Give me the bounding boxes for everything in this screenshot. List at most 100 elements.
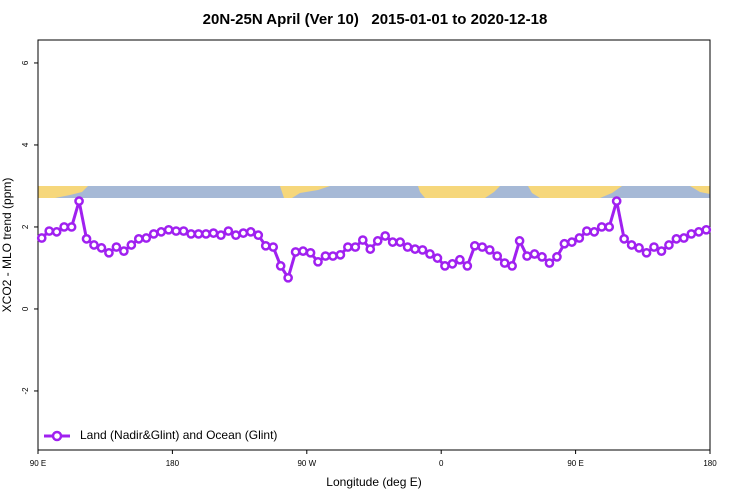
point <box>148 229 159 239</box>
point <box>66 222 77 232</box>
point <box>231 230 241 241</box>
point <box>81 234 92 244</box>
point <box>596 222 607 232</box>
plot-frame <box>37 39 711 451</box>
point <box>163 224 174 235</box>
point <box>59 222 69 232</box>
point <box>484 245 495 255</box>
point <box>686 229 697 239</box>
point <box>462 261 473 271</box>
point <box>186 229 196 239</box>
point <box>626 240 637 250</box>
point <box>432 253 443 263</box>
point <box>425 249 435 259</box>
point <box>119 246 129 256</box>
y-tick-label: 0 <box>21 306 30 311</box>
point <box>402 242 413 252</box>
point <box>320 251 331 261</box>
point <box>574 233 585 243</box>
point <box>335 249 346 260</box>
point <box>559 238 570 249</box>
point <box>671 234 682 244</box>
x-tick-label: 90 W <box>297 459 316 468</box>
point <box>357 235 368 245</box>
x-tick-label: 0 <box>439 459 444 468</box>
point <box>507 261 517 271</box>
point <box>133 234 144 244</box>
point <box>171 226 181 236</box>
point <box>499 258 510 268</box>
point <box>156 227 167 237</box>
point <box>701 224 712 235</box>
point <box>253 230 264 241</box>
x-tick-label: 180 <box>703 459 717 468</box>
point <box>544 258 555 268</box>
point <box>223 226 234 236</box>
point <box>567 237 577 247</box>
point <box>36 233 47 243</box>
point <box>111 242 122 252</box>
point <box>283 272 293 283</box>
point <box>298 246 308 256</box>
point <box>469 240 480 251</box>
point <box>350 242 361 252</box>
point <box>514 236 525 246</box>
y-tick-label: 4 <box>21 142 30 147</box>
point <box>611 196 622 206</box>
chart-title: 20N-25N April (Ver 10) 2015-01-01 to 202… <box>203 11 548 28</box>
point <box>365 244 376 254</box>
point <box>201 229 211 239</box>
point <box>604 222 615 232</box>
point <box>141 233 152 243</box>
point <box>455 254 465 265</box>
point <box>387 237 398 247</box>
point <box>477 242 488 252</box>
point <box>440 261 450 271</box>
point <box>245 227 256 237</box>
point <box>447 259 458 269</box>
point <box>664 240 674 250</box>
point <box>380 231 391 241</box>
point <box>268 242 279 252</box>
legend-label: Land (Nadir&Glint) and Ocean (Glint) <box>80 428 277 442</box>
point <box>51 227 62 237</box>
point <box>410 244 420 254</box>
x-tick-label: 90 E <box>567 459 583 468</box>
point <box>537 252 547 262</box>
point <box>589 227 600 237</box>
point <box>656 246 667 256</box>
point <box>641 247 652 258</box>
x-tick-label: 90 E <box>30 459 46 468</box>
point <box>679 233 689 243</box>
point <box>492 251 503 261</box>
point <box>343 242 353 252</box>
point <box>552 252 562 262</box>
point <box>74 196 84 206</box>
y-axis-label: XCO2 - MLO trend (ppm) <box>0 178 14 313</box>
point <box>260 240 271 251</box>
point <box>305 247 316 258</box>
map-strip <box>38 186 710 198</box>
point <box>178 226 189 236</box>
legend-marker <box>51 430 63 442</box>
x-axis-label: Longitude (deg E) <box>326 475 421 489</box>
point <box>581 226 592 236</box>
point <box>328 251 338 261</box>
y-tick-label: 6 <box>21 60 30 65</box>
point <box>372 236 383 246</box>
point <box>216 230 226 241</box>
point <box>96 243 107 253</box>
point <box>238 228 249 238</box>
y-tick-label: 2 <box>21 224 30 229</box>
point <box>104 247 114 258</box>
point <box>693 227 704 237</box>
point <box>44 226 55 236</box>
point <box>275 261 286 271</box>
point <box>126 240 137 250</box>
point <box>634 243 644 253</box>
point <box>522 251 532 261</box>
point <box>193 229 204 239</box>
x-tick-label: 180 <box>166 459 180 468</box>
point <box>89 240 99 250</box>
